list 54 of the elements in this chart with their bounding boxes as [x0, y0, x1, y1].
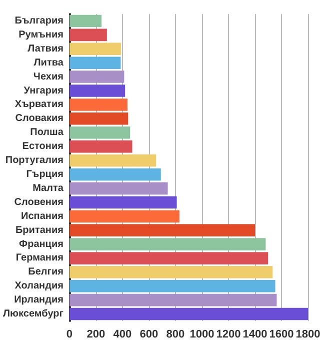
bar: [69, 98, 128, 111]
y-tick-label: Словения: [14, 196, 64, 208]
y-tick-label: Ирландия: [14, 294, 64, 306]
bar: [69, 224, 255, 236]
bar: [69, 84, 126, 97]
y-tick-label: Словакия: [15, 113, 64, 124]
y-tick-label: Испания: [21, 210, 64, 222]
y-tick-label: Люксембург: [2, 308, 64, 320]
bar: [69, 28, 107, 42]
y-tick-label: Румъния: [18, 29, 64, 40]
bar: [69, 294, 277, 306]
x-tick-label: 1600: [269, 328, 294, 340]
y-tick-label: Естония: [22, 141, 64, 152]
y-tick-label: Хърватия: [14, 99, 64, 110]
y-tick-label: Малта: [32, 182, 64, 194]
bar: [69, 308, 308, 320]
bar: [69, 42, 121, 56]
y-tick-label: Полша: [30, 127, 64, 138]
y-tick-label: Белгия: [28, 266, 64, 278]
bar: [69, 154, 156, 167]
x-tick-label: 200: [86, 328, 106, 340]
x-tick-label: 1200: [216, 328, 241, 340]
x-tick-label: 600: [140, 328, 158, 340]
bar: [69, 14, 102, 28]
y-tick-label: Унгария: [24, 85, 64, 96]
bar: [69, 112, 128, 125]
y-tick-label: Латвия: [28, 43, 64, 54]
x-tick-label: 1800: [296, 328, 320, 340]
bar: [69, 266, 273, 278]
x-tick-label: 1000: [190, 328, 214, 340]
bar: [69, 182, 168, 195]
bar: [69, 168, 161, 181]
bar: [69, 238, 266, 250]
x-tick-label: 1400: [242, 328, 268, 340]
bar: [69, 210, 180, 222]
y-tick-label: Холандия: [14, 280, 64, 292]
bar: [69, 126, 130, 139]
x-tick-label: 0: [66, 328, 72, 340]
bar: [69, 196, 177, 209]
y-tick-label: Германия: [16, 252, 64, 264]
bar: [69, 70, 124, 83]
bar: [69, 280, 276, 292]
y-tick-label: Португалия: [5, 155, 64, 166]
y-tick-label: Франция: [19, 238, 64, 250]
y-tick-label: България: [14, 15, 64, 26]
y-tick-label: Литва: [34, 57, 64, 68]
bar: [69, 252, 268, 264]
y-tick-label: Гърция: [26, 168, 64, 180]
bar: [69, 56, 121, 69]
y-tick-label: Британия: [15, 224, 64, 236]
y-tick-label: Чехия: [33, 71, 64, 82]
bar: [69, 140, 132, 153]
x-tick-label: 400: [113, 328, 132, 340]
x-tick-label: 800: [166, 328, 185, 340]
